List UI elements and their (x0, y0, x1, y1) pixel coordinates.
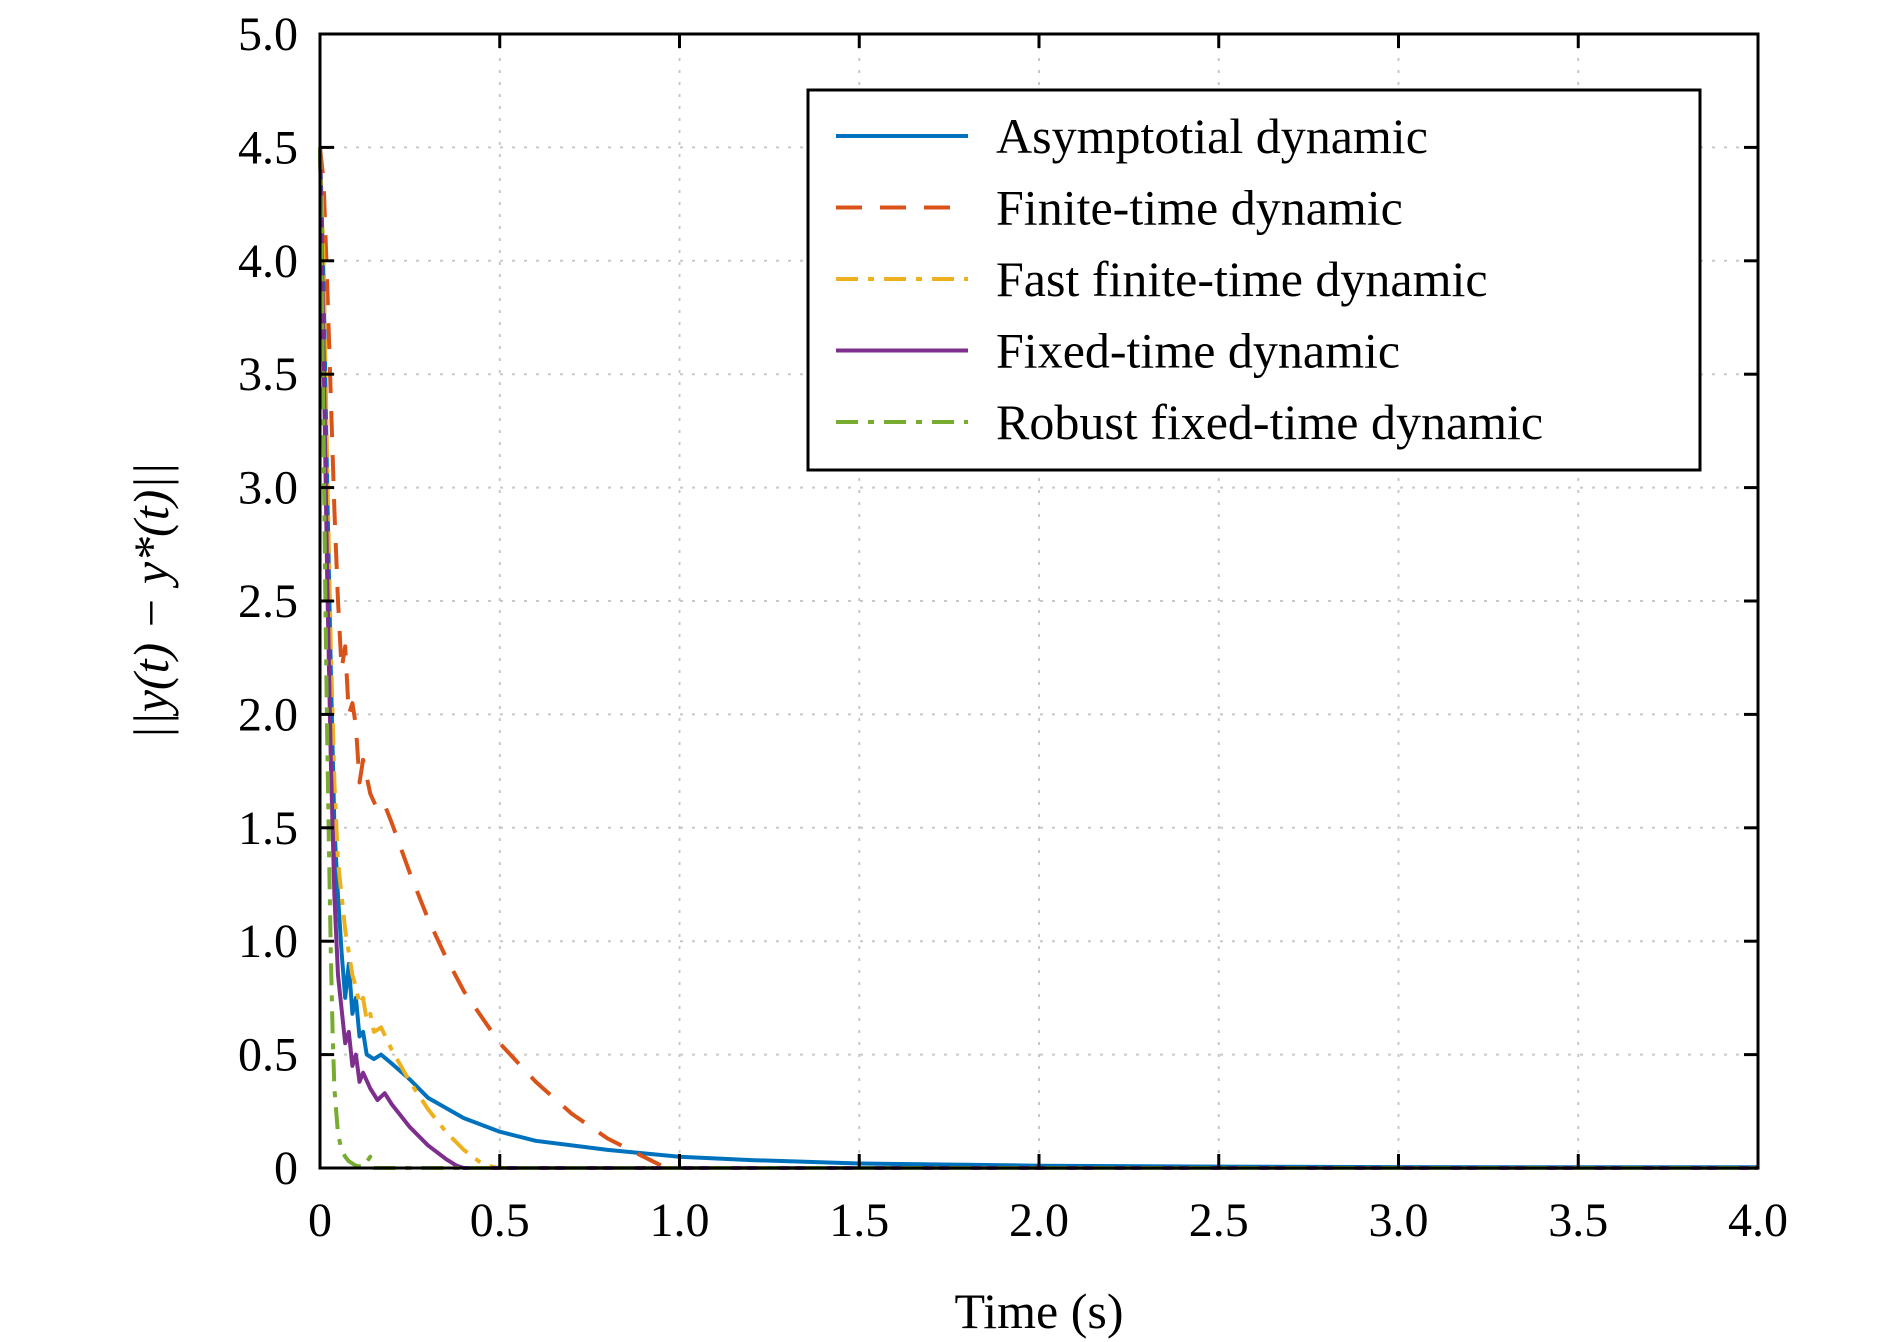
axis-ticks (318, 32, 1760, 1170)
legend-label: Asymptotial dynamic (996, 108, 1428, 164)
x-tick-label: 2.5 (1189, 1194, 1249, 1247)
x-tick-label: 0.5 (470, 1194, 530, 1247)
y-tick-label: 2.5 (238, 575, 298, 628)
legend-label: Robust fixed-time dynamic (996, 394, 1543, 450)
x-tick-label: 1.5 (829, 1194, 889, 1247)
axis-tick-labels: 0 0.5 1.0 1.5 2.0 2.5 3.0 3.5 4.0 0 0.5 1.0 1.5 2.0 2.… (238, 8, 1788, 1247)
y-tick-label: 5.0 (238, 8, 298, 61)
x-tick-label: 1.0 (650, 1194, 710, 1247)
y-tick-label: 3.5 (238, 348, 298, 401)
x-tick-label: 3.5 (1548, 1194, 1608, 1247)
legend-label: Finite-time dynamic (996, 180, 1403, 236)
y-axis-title: ||y(t) − y*(t)|| (123, 462, 179, 740)
y-tick-label: 4.0 (238, 235, 298, 288)
legend: Asymptotial dynamic Finite-time dynamic Fa… (806, 88, 1702, 472)
x-tick-label: 4.0 (1728, 1194, 1788, 1247)
legend-entries: Asymptotial dynamic Finite-time dynamic Fa… (836, 108, 1543, 450)
x-tick-label: 0 (308, 1194, 332, 1247)
y-tick-label: 0.5 (238, 1029, 298, 1082)
legend-label: Fast finite-time dynamic (996, 251, 1488, 307)
y-tick-label: 2.0 (238, 688, 298, 741)
y-tick-label: 1.5 (238, 802, 298, 855)
y-tick-label: 3.0 (238, 462, 298, 515)
y-tick-label: 1.0 (238, 915, 298, 968)
y-tick-label: 0 (274, 1142, 298, 1195)
legend-box (806, 88, 1702, 472)
x-tick-label: 3.0 (1369, 1194, 1429, 1247)
x-tick-label: 2.0 (1009, 1194, 1069, 1247)
y-tick-label: 4.5 (238, 121, 298, 174)
series-line-2 (318, 147, 1758, 1170)
legend-label: Fixed-time dynamic (996, 323, 1400, 379)
x-axis-title: Time (s) (954, 1283, 1123, 1339)
